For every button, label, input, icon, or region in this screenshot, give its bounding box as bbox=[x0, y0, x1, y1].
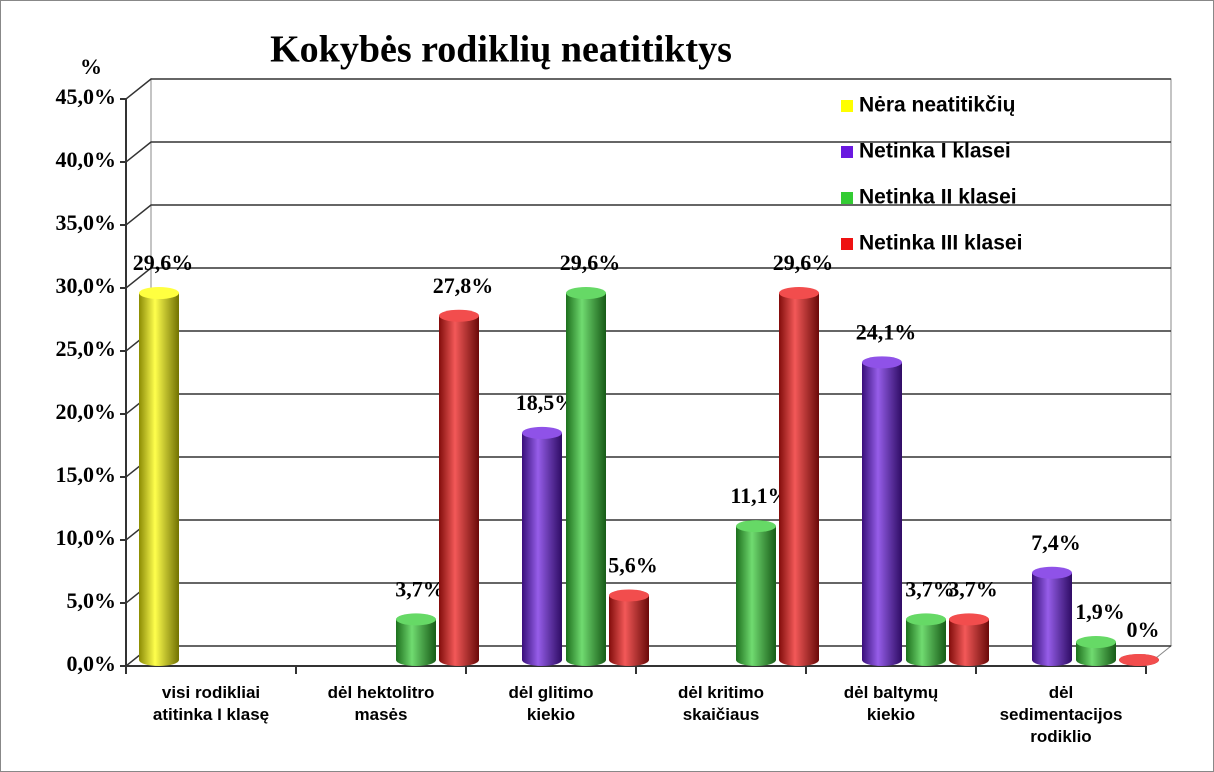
legend-swatch bbox=[841, 192, 853, 204]
y-tick-label: 0,0% bbox=[67, 651, 117, 676]
bar bbox=[906, 619, 946, 660]
value-label: 0% bbox=[1127, 617, 1160, 642]
legend-swatch bbox=[841, 238, 853, 250]
y-tick-label: 5,0% bbox=[67, 588, 117, 613]
grid-line bbox=[125, 204, 1171, 226]
legend-label: Netinka II klasei bbox=[859, 186, 1017, 209]
bar-top bbox=[396, 613, 436, 626]
y-tick-label: 35,0% bbox=[56, 210, 117, 235]
value-label: 29,6% bbox=[773, 250, 834, 275]
value-label: 7,4% bbox=[1031, 530, 1081, 555]
bar-top bbox=[949, 613, 989, 626]
bar bbox=[1032, 572, 1072, 660]
x-tick-label: visi rodikliai atitinka I klasę bbox=[152, 683, 270, 724]
y-tick-label: 20,0% bbox=[56, 399, 117, 424]
bar-top bbox=[1032, 566, 1072, 579]
value-label: 3,7% bbox=[948, 576, 998, 601]
bar-top bbox=[522, 426, 562, 439]
value-label: 3,7% bbox=[905, 576, 955, 601]
chart-title: Kokybės rodiklių neatitiktys bbox=[270, 29, 732, 71]
bar-top bbox=[609, 589, 649, 602]
bar-top bbox=[906, 613, 946, 626]
grid-line bbox=[125, 456, 1171, 478]
bar-top bbox=[779, 287, 819, 300]
bar bbox=[779, 293, 819, 660]
grid-line bbox=[125, 267, 1171, 289]
bar-top bbox=[566, 287, 606, 300]
value-label: 5,6% bbox=[608, 552, 658, 577]
bar bbox=[396, 619, 436, 660]
bar bbox=[566, 293, 606, 660]
bar bbox=[139, 293, 179, 660]
bar-top bbox=[439, 309, 479, 322]
bar-top bbox=[139, 287, 179, 300]
bar-top bbox=[1076, 636, 1116, 649]
legend-swatch bbox=[841, 146, 853, 158]
bar-top bbox=[1119, 654, 1159, 666]
legend-label: Netinka III klasei bbox=[859, 232, 1022, 255]
bar-top bbox=[736, 520, 776, 533]
bar bbox=[609, 595, 649, 660]
value-label: 1,9% bbox=[1075, 599, 1125, 624]
x-tick-label: dėl sedimentacijos rodiklio bbox=[999, 683, 1123, 746]
y-tick-label: 45,0% bbox=[56, 84, 117, 109]
value-label: 24,1% bbox=[856, 319, 917, 344]
value-label: 3,7% bbox=[395, 576, 445, 601]
x-tick-label: dėl glitimo kiekio bbox=[508, 683, 594, 724]
value-label: 29,6% bbox=[560, 250, 621, 275]
grid-line bbox=[125, 519, 1171, 541]
x-tick-label: dėl kritimo skaičiaus bbox=[678, 683, 764, 724]
y-tick-label: 10,0% bbox=[56, 525, 117, 550]
y-tick-label: 30,0% bbox=[56, 273, 117, 298]
y-tick-label: 25,0% bbox=[56, 336, 117, 361]
grid-line bbox=[125, 141, 1171, 163]
x-tick-label: dėl hektolitro masės bbox=[327, 683, 435, 724]
value-label: 27,8% bbox=[433, 273, 494, 298]
y-tick-label: 15,0% bbox=[56, 462, 117, 487]
back-wall bbox=[150, 78, 1172, 647]
bar-top bbox=[862, 356, 902, 369]
y-tick-label: 40,0% bbox=[56, 147, 117, 172]
grid-line bbox=[125, 330, 1171, 352]
value-label: 29,6% bbox=[133, 250, 194, 275]
legend-label: Netinka I klasei bbox=[859, 140, 1011, 163]
bar bbox=[949, 619, 989, 660]
x-tick-label: dėl baltymų kiekio bbox=[843, 683, 939, 724]
bar bbox=[439, 315, 479, 660]
bar bbox=[522, 432, 562, 660]
legend-label: Nėra neatitikčių bbox=[859, 94, 1015, 117]
legend-swatch bbox=[841, 100, 853, 112]
grid-line bbox=[125, 78, 1171, 100]
grid-line bbox=[125, 393, 1171, 415]
y-axis-label: % bbox=[80, 54, 102, 79]
bar bbox=[736, 526, 776, 660]
bar bbox=[862, 362, 902, 660]
